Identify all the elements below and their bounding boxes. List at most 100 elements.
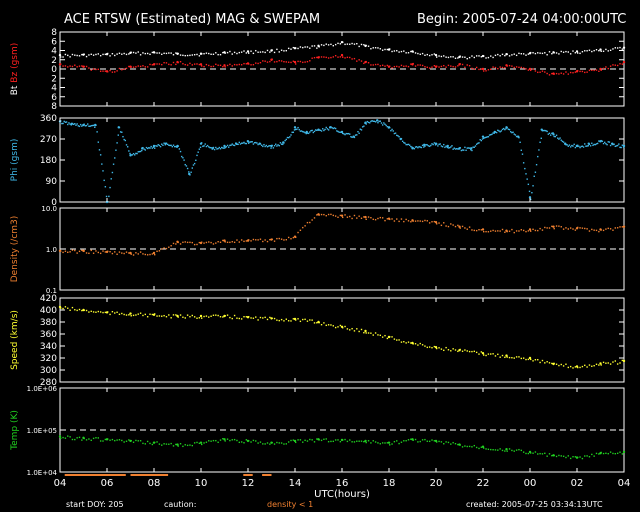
- data-dot: [505, 127, 507, 130]
- data-dot: [276, 60, 278, 63]
- data-dot: [354, 134, 357, 136]
- data-dot: [252, 317, 255, 319]
- data-dot: [137, 313, 139, 315]
- data-dot: [210, 241, 212, 244]
- data-dot: [457, 65, 459, 67]
- data-dot: [125, 251, 128, 253]
- data-dot: [513, 450, 515, 452]
- data-dot: [381, 64, 384, 67]
- data-dot: [407, 341, 410, 343]
- data-dot: [156, 250, 158, 253]
- data-dot: [208, 146, 210, 148]
- data-point: [188, 172, 191, 176]
- data-point: [599, 228, 602, 231]
- data-dot: [454, 442, 457, 445]
- data-dot: [193, 54, 196, 56]
- data-dot: [316, 214, 318, 216]
- data-dot: [621, 359, 624, 362]
- data-dot: [595, 143, 598, 145]
- data-dot: [109, 313, 111, 316]
- data-dot: [111, 438, 114, 441]
- y-tick-label: 8: [51, 102, 57, 112]
- data-dot: [484, 136, 486, 139]
- data-dot: [541, 70, 544, 72]
- data-point: [176, 52, 179, 55]
- data-dot: [60, 307, 62, 309]
- data-dot: [305, 132, 307, 135]
- start-doy: start DOY: 205: [66, 500, 124, 509]
- data-dot: [125, 53, 128, 56]
- data-dot: [260, 144, 263, 147]
- data-dot: [278, 319, 280, 322]
- data-dot: [450, 56, 452, 58]
- data-dot: [293, 129, 296, 131]
- data-point: [364, 329, 367, 333]
- data-point: [270, 144, 273, 148]
- data-dot: [291, 131, 293, 134]
- data-point: [481, 352, 485, 355]
- data-dot: [381, 49, 384, 51]
- data-dot: [344, 325, 346, 328]
- data-dot: [520, 149, 522, 151]
- data-dot: [339, 440, 342, 443]
- data-dot: [525, 230, 527, 233]
- data-dot: [616, 227, 619, 229]
- data-dot: [461, 446, 464, 448]
- data-dot: [152, 146, 155, 148]
- data-dot: [444, 146, 446, 149]
- data-dot: [465, 149, 467, 152]
- data-dot: [170, 64, 172, 66]
- data-dot: [257, 62, 259, 65]
- data-dot: [403, 50, 405, 52]
- data-dot: [426, 66, 428, 69]
- data-dot: [573, 143, 575, 146]
- data-dot: [372, 334, 374, 336]
- data-dot: [613, 143, 615, 145]
- data-dot: [158, 443, 161, 445]
- data-point: [587, 142, 590, 145]
- data-dot: [609, 65, 612, 67]
- data-dot: [513, 66, 515, 69]
- data-dot: [414, 343, 417, 345]
- data-dot: [487, 56, 490, 59]
- data-dot: [334, 54, 337, 57]
- data-dot: [146, 254, 149, 256]
- data-dot: [334, 43, 337, 46]
- data-point: [387, 48, 391, 51]
- data-dot: [468, 445, 471, 448]
- data-dot: [345, 132, 347, 135]
- data-dot: [365, 332, 367, 334]
- data-dot: [494, 66, 497, 69]
- data-dot: [116, 439, 118, 441]
- data-dot: [311, 439, 313, 441]
- data-dot: [132, 51, 135, 54]
- data-dot: [283, 50, 285, 52]
- data-dot: [414, 65, 417, 67]
- data-dot: [179, 443, 182, 445]
- data-dot: [448, 147, 451, 149]
- data-dot: [217, 441, 219, 443]
- data-dot: [410, 221, 412, 223]
- data-dot: [438, 222, 440, 224]
- data-dot: [215, 63, 217, 66]
- data-point: [622, 60, 626, 64]
- data-dot: [553, 135, 555, 138]
- data-dot: [356, 217, 358, 219]
- data-dot: [351, 327, 353, 330]
- data-dot: [471, 55, 473, 57]
- data-dot: [302, 46, 304, 49]
- data-dot: [159, 145, 162, 148]
- data-dot: [526, 178, 528, 180]
- data-dot: [457, 224, 459, 227]
- data-dot: [519, 141, 521, 144]
- data-dot: [398, 442, 400, 445]
- data-point: [458, 55, 461, 59]
- data-dot: [222, 316, 224, 318]
- data-point: [176, 443, 179, 446]
- data-dot: [125, 440, 128, 442]
- data-dot: [287, 47, 290, 50]
- data-dot: [445, 225, 447, 227]
- data-dot: [595, 452, 598, 455]
- data-dot: [137, 151, 139, 153]
